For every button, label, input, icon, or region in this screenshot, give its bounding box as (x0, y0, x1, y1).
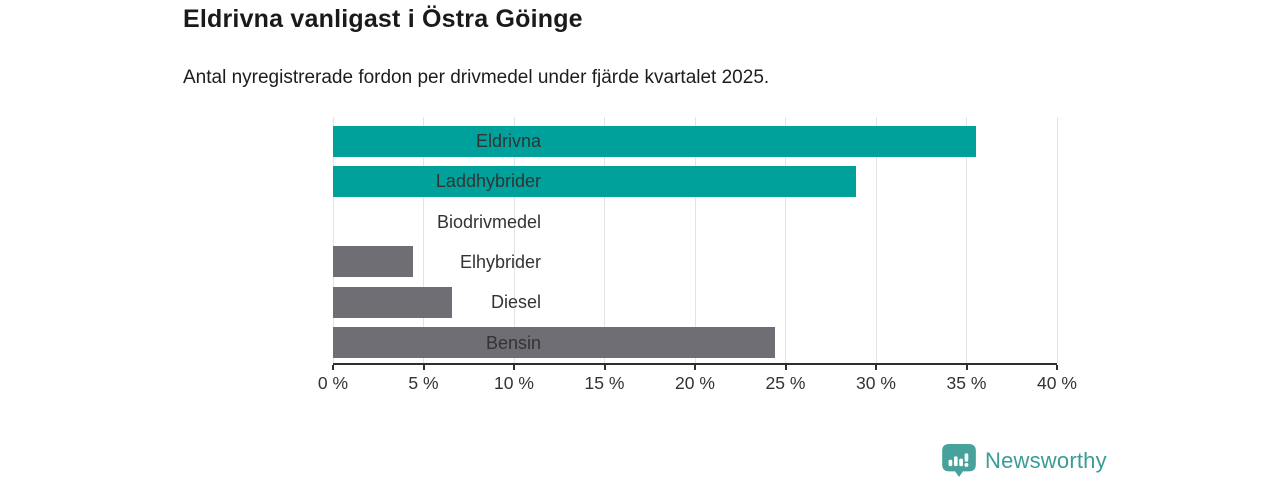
newsworthy-logo-link[interactable]: Newsworthy (942, 444, 1107, 477)
gridline (785, 117, 786, 363)
category-label: Bensin (485, 332, 541, 353)
axis-tick-label: 15 % (584, 373, 625, 393)
axis-tick (513, 365, 515, 370)
axis-tick-label: 35 % (946, 373, 987, 393)
chart-subtitle: Antal nyregistrerade fordon per drivmede… (183, 67, 770, 88)
axis-tick (784, 365, 787, 370)
bar-bensin (333, 327, 775, 359)
axis-tick (965, 365, 968, 370)
category-label: Laddhybrider (435, 171, 541, 192)
axis-tick-label: 5 % (408, 373, 439, 393)
gridline (1056, 117, 1058, 363)
bar-row (333, 121, 1057, 161)
gridline (694, 117, 696, 363)
bar-eldrivna (333, 125, 976, 157)
gridline (423, 117, 424, 363)
gridline (513, 117, 515, 363)
bar-row (333, 323, 1057, 363)
bar-row (333, 161, 1057, 201)
axis-tick-label: 30 % (856, 373, 896, 393)
bar-row (333, 242, 1057, 282)
axis-tick-label: 10 % (494, 373, 534, 393)
axis-tick-label: 25 % (765, 373, 806, 393)
axis-tick (332, 365, 334, 370)
category-label: Elhybrider (459, 251, 541, 272)
bar-elhybrider (333, 246, 413, 278)
gridline (966, 117, 967, 363)
plot-area (332, 117, 1058, 365)
axis-tick (694, 365, 696, 370)
bar-row (333, 282, 1057, 322)
bar-diesel (333, 286, 453, 318)
chart-title: Eldrivna vanligast i Östra Göinge (183, 5, 583, 33)
axis-tick-label: 0 % (317, 373, 349, 393)
axis-tick (603, 365, 606, 370)
bar-laddhybrider (333, 165, 857, 197)
axis-tick (1056, 365, 1058, 370)
category-label: Eldrivna (475, 131, 541, 151)
category-label: Diesel (490, 292, 541, 313)
gridline (332, 117, 334, 363)
axis-tick-label: 40 % (1037, 373, 1077, 393)
gridline (875, 117, 877, 363)
axis-tick-label: 20 % (675, 373, 715, 393)
newsworthy-logo-icon (942, 444, 976, 477)
category-label: Biodrivmedel (436, 211, 541, 232)
newsworthy-logo-text: Newsworthy (985, 447, 1107, 473)
axis-tick (422, 365, 425, 370)
gridline (604, 117, 605, 363)
axis-tick (875, 365, 877, 370)
